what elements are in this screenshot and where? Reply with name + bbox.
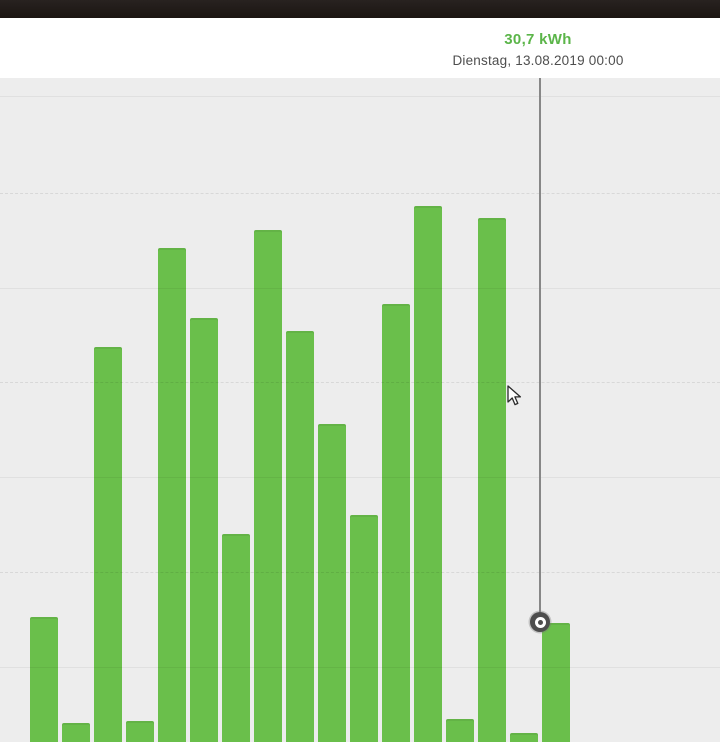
bar-8[interactable]: [286, 331, 314, 742]
gridline-dashed: [0, 382, 720, 383]
bar-4[interactable]: [158, 248, 186, 742]
bar-14[interactable]: [478, 218, 506, 742]
bar-16-hovered[interactable]: [542, 623, 570, 742]
gridline-dashed: [0, 193, 720, 194]
mouse-cursor-icon: [507, 385, 522, 406]
bar-9[interactable]: [318, 424, 346, 742]
bar-2[interactable]: [94, 347, 122, 742]
bar-15[interactable]: [510, 733, 538, 742]
tooltip-band: 30,7 kWh Dienstag, 13.08.2019 00:00: [0, 18, 720, 78]
gridline-solid: [0, 288, 720, 289]
gridline-solid: [0, 667, 720, 668]
bar-3[interactable]: [126, 721, 154, 742]
tooltip-value: 30,7 kWh: [504, 31, 572, 48]
bar-12[interactable]: [414, 206, 442, 742]
chart-area[interactable]: [0, 78, 720, 742]
hover-tooltip: 30,7 kWh Dienstag, 13.08.2019 00:00: [452, 31, 623, 69]
bar-13[interactable]: [446, 719, 474, 742]
top-app-bar: [0, 0, 720, 18]
marker-ring: [534, 616, 546, 628]
bar-6[interactable]: [222, 534, 250, 742]
bar-5[interactable]: [190, 318, 218, 742]
hover-crosshair-line: [539, 78, 541, 612]
bar-11[interactable]: [382, 304, 410, 742]
hover-point-marker: [530, 612, 550, 632]
gridline-dashed: [0, 572, 720, 573]
bar-7[interactable]: [254, 230, 282, 742]
bar-0[interactable]: [30, 617, 58, 742]
bar-1[interactable]: [62, 723, 90, 742]
bar-10[interactable]: [350, 515, 378, 742]
marker-dot: [537, 619, 543, 625]
gridline-solid: [0, 477, 720, 478]
gridline-solid: [0, 96, 720, 97]
tooltip-date: Dienstag, 13.08.2019 00:00: [452, 53, 624, 68]
